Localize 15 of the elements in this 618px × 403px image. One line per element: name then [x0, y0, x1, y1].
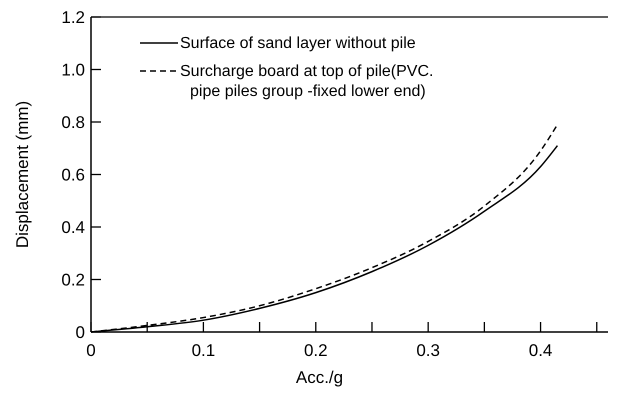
x-axis-title: Acc./g [296, 368, 344, 387]
y-tick-label: 1.0 [61, 60, 85, 80]
legend-label: Surcharge board at top of pile(PVC. pipe piles group -fixed lower end) [180, 63, 434, 100]
y-axis-title: Displacement (mm) [13, 100, 32, 248]
x-tick-label: 0.1 [192, 341, 216, 360]
y-tick-label: 1.2 [61, 8, 85, 27]
x-tick-label: 0.4 [528, 341, 552, 360]
y-tick-label: 0 [76, 323, 85, 342]
y-tick-label: 0.4 [61, 218, 85, 237]
y-tick-label: 0.8 [61, 113, 85, 132]
x-tick-label: 0.2 [304, 341, 328, 360]
y-tick-label: 0.2 [61, 270, 85, 290]
y-tick-label: 0.6 [61, 166, 85, 184]
legend-label: Surface of sand layer without pile [180, 35, 416, 52]
x-tick-label: 0.3 [416, 341, 440, 360]
